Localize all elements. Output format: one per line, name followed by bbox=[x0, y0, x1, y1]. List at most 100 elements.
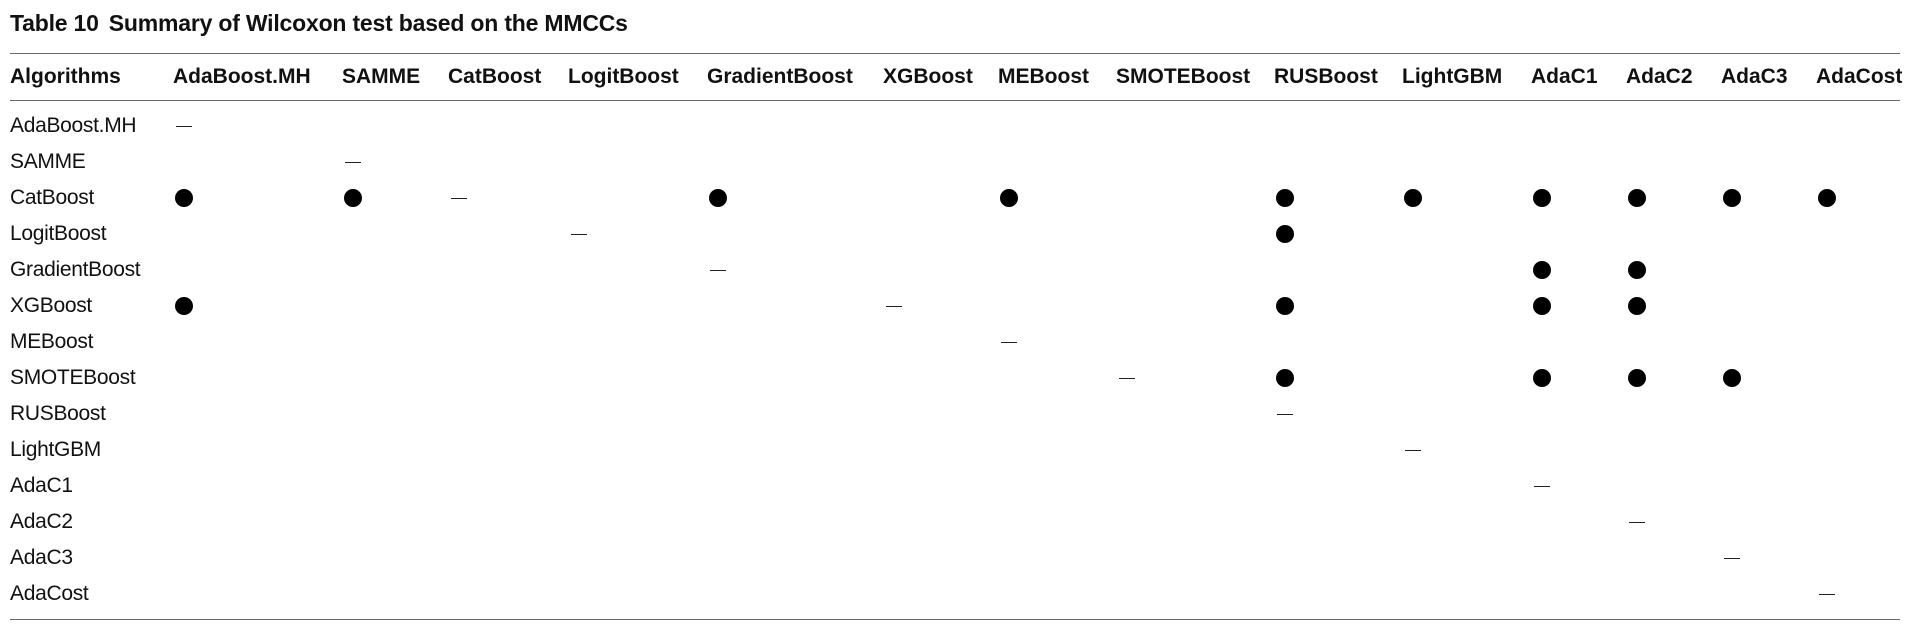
table-cell bbox=[342, 540, 448, 576]
table-cell bbox=[1402, 324, 1531, 360]
wilcoxon-table: Algorithms AdaBoost.MH SAMME CatBoost Logit… bbox=[10, 54, 1900, 612]
table-cell bbox=[1116, 100, 1274, 144]
table-cell bbox=[342, 144, 448, 180]
significance-dot bbox=[1276, 225, 1294, 243]
table-cell bbox=[707, 540, 883, 576]
table-cell bbox=[1626, 468, 1721, 504]
table-cell bbox=[1816, 360, 1900, 396]
column-header: AdaC2 bbox=[1626, 54, 1721, 100]
significance-dot bbox=[1723, 189, 1741, 207]
table-cell bbox=[173, 288, 342, 324]
significance-dot bbox=[1404, 189, 1422, 207]
table-cell bbox=[883, 576, 998, 612]
table-cell bbox=[1274, 100, 1402, 144]
table-cell bbox=[1721, 504, 1816, 540]
table-cell bbox=[1721, 396, 1816, 432]
table-row: LogitBoost bbox=[10, 216, 1900, 252]
diagonal-dash bbox=[571, 234, 587, 235]
table-cell bbox=[1402, 396, 1531, 432]
table-cell bbox=[1531, 540, 1626, 576]
significance-dot bbox=[1628, 261, 1646, 279]
table-cell bbox=[342, 576, 448, 612]
table-cell bbox=[1274, 144, 1402, 180]
table-cell bbox=[448, 216, 568, 252]
table-cell bbox=[1816, 180, 1900, 216]
table-cell bbox=[448, 144, 568, 180]
table-cell bbox=[1402, 540, 1531, 576]
table-row: AdaBoost.MH bbox=[10, 100, 1900, 144]
row-label: AdaBoost.MH bbox=[10, 100, 173, 144]
column-header: AdaCost bbox=[1816, 54, 1900, 100]
table-cell bbox=[173, 540, 342, 576]
table-cell bbox=[998, 396, 1116, 432]
significance-dot bbox=[1533, 261, 1551, 279]
table-cell bbox=[1816, 144, 1900, 180]
table-cell bbox=[342, 468, 448, 504]
table-title: Summary of Wilcoxon test based on the MM… bbox=[109, 10, 628, 36]
significance-dot bbox=[1628, 369, 1646, 387]
table-cell bbox=[1402, 216, 1531, 252]
table-cell bbox=[1816, 324, 1900, 360]
table-cell bbox=[1626, 360, 1721, 396]
table-cell bbox=[1531, 100, 1626, 144]
table-cell bbox=[1274, 576, 1402, 612]
table-cell bbox=[1116, 468, 1274, 504]
table-cell bbox=[568, 540, 707, 576]
table-cell bbox=[883, 100, 998, 144]
table-cell bbox=[1721, 100, 1816, 144]
table-cell bbox=[1626, 288, 1721, 324]
row-label: AdaC2 bbox=[10, 504, 173, 540]
table-cell bbox=[1274, 504, 1402, 540]
table-cell bbox=[883, 252, 998, 288]
table-cell bbox=[1116, 504, 1274, 540]
table-cell bbox=[707, 100, 883, 144]
row-label: GradientBoost bbox=[10, 252, 173, 288]
significance-dot bbox=[1723, 369, 1741, 387]
table-cell bbox=[1531, 504, 1626, 540]
table-cell bbox=[998, 216, 1116, 252]
table-cell bbox=[173, 504, 342, 540]
corner-header: Algorithms bbox=[10, 54, 173, 100]
column-header: RUSBoost bbox=[1274, 54, 1402, 100]
table-cell bbox=[1531, 324, 1626, 360]
table-cell bbox=[1402, 100, 1531, 144]
table-cell bbox=[448, 432, 568, 468]
table-cell bbox=[448, 468, 568, 504]
table-cell bbox=[568, 216, 707, 252]
table-cell bbox=[998, 100, 1116, 144]
table-cell bbox=[707, 360, 883, 396]
diagonal-dash bbox=[1534, 486, 1550, 487]
diagonal-dash bbox=[1629, 522, 1645, 523]
table-cell bbox=[1531, 360, 1626, 396]
table-cell bbox=[568, 252, 707, 288]
row-label: CatBoost bbox=[10, 180, 173, 216]
table-cell bbox=[342, 504, 448, 540]
table-cell bbox=[568, 144, 707, 180]
table-cell bbox=[998, 252, 1116, 288]
table-cell bbox=[1626, 540, 1721, 576]
row-label: AdaC3 bbox=[10, 540, 173, 576]
table-cell bbox=[448, 576, 568, 612]
significance-dot bbox=[1276, 297, 1294, 315]
table-cell bbox=[998, 576, 1116, 612]
table-cell bbox=[1626, 576, 1721, 612]
table-cell bbox=[883, 540, 998, 576]
table-cell bbox=[1402, 432, 1531, 468]
table-cell bbox=[998, 180, 1116, 216]
table-cell bbox=[568, 360, 707, 396]
row-label: MEBoost bbox=[10, 324, 173, 360]
row-label: LogitBoost bbox=[10, 216, 173, 252]
table-cell bbox=[883, 180, 998, 216]
table-cell bbox=[707, 432, 883, 468]
diagonal-dash bbox=[345, 162, 361, 163]
table-cell bbox=[342, 252, 448, 288]
table-cell bbox=[173, 360, 342, 396]
table-cell bbox=[998, 432, 1116, 468]
table-cell bbox=[568, 100, 707, 144]
table-cell bbox=[568, 576, 707, 612]
table-cell bbox=[1816, 504, 1900, 540]
table-cell bbox=[1274, 468, 1402, 504]
table-cell bbox=[1626, 252, 1721, 288]
table-cell bbox=[707, 576, 883, 612]
table-row: AdaC1 bbox=[10, 468, 1900, 504]
